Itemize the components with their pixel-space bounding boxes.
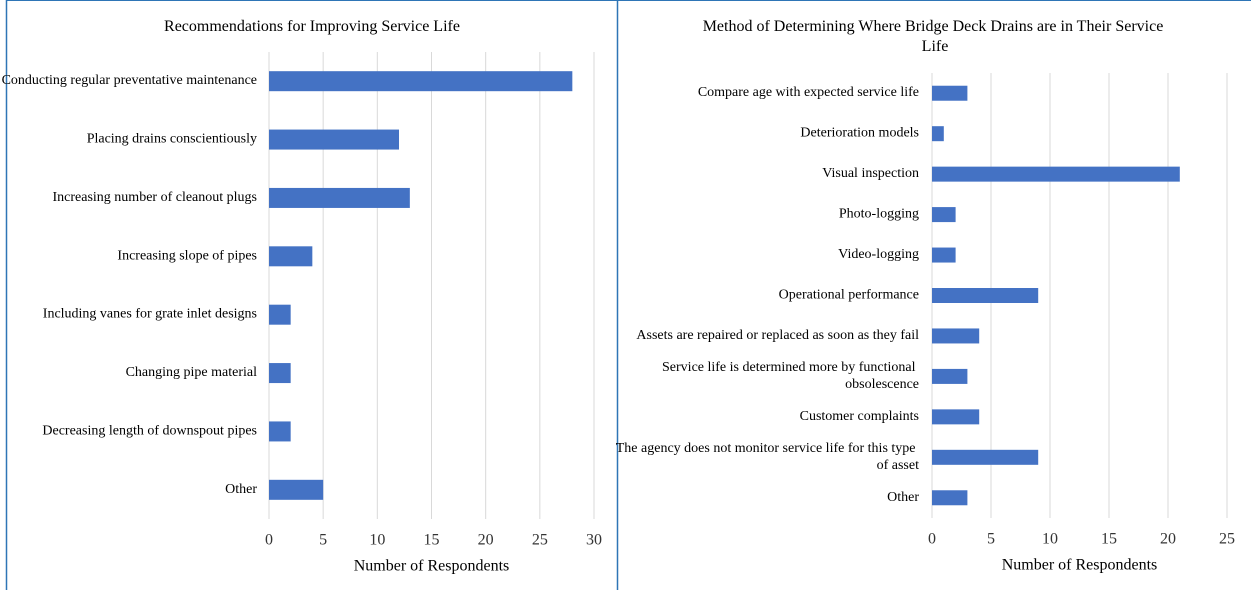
y-tick-label: Increasing slope of pipes <box>117 249 257 264</box>
x-tick-label: 30 <box>586 532 602 549</box>
x-tick-label: 15 <box>1101 531 1117 548</box>
bar <box>269 187 410 208</box>
x-tick-label: 20 <box>478 532 494 549</box>
chart-title: Method of Determining Where Bridge Deck … <box>703 18 1168 55</box>
bar <box>932 207 956 223</box>
bar <box>932 126 944 142</box>
x-tick-label: 25 <box>1219 531 1235 548</box>
y-tick-label: Decreasing length of downspout pipes <box>42 424 257 439</box>
bar <box>932 449 1039 465</box>
x-tick-label: 5 <box>319 532 327 549</box>
bar <box>269 304 291 325</box>
bar <box>932 409 980 425</box>
x-axis-title: Number of Respondents <box>354 558 510 575</box>
bar <box>932 490 968 506</box>
y-tick-label: Visual inspection <box>822 166 919 181</box>
y-tick-label: Increasing number of cleanout plugs <box>53 190 258 205</box>
bar <box>269 363 291 384</box>
bar <box>932 247 956 263</box>
bar <box>269 246 313 267</box>
bar <box>932 85 968 101</box>
y-tick-label: Operational performance <box>779 288 919 303</box>
bar <box>932 166 1180 182</box>
x-tick-label: 0 <box>265 532 273 549</box>
bar <box>269 421 291 442</box>
bar <box>269 71 573 92</box>
y-tick-label: Service life is determined more by funct… <box>662 360 919 392</box>
x-axis-title: Number of Respondents <box>1002 557 1158 574</box>
y-tick-label: Including vanes for grate inlet designs <box>43 307 257 322</box>
y-tick-label: Other <box>225 482 257 497</box>
bar <box>932 288 1039 303</box>
bar <box>932 368 968 384</box>
chart-title: Recommendations for Improving Service Li… <box>164 18 460 35</box>
y-tick-label: Video-logging <box>838 247 919 262</box>
x-tick-label: 20 <box>1160 531 1176 548</box>
y-tick-label: Other <box>887 490 919 505</box>
bar <box>932 328 980 344</box>
bar <box>269 129 399 150</box>
x-tick-label: 5 <box>987 531 995 548</box>
x-tick-label: 0 <box>928 531 936 548</box>
x-tick-label: 10 <box>1042 531 1058 548</box>
y-tick-label: Conducting regular preventative maintena… <box>2 73 257 88</box>
y-tick-label: Compare age with expected service life <box>698 85 919 100</box>
y-tick-label: Assets are repaired or replaced as soon … <box>636 328 919 343</box>
bar <box>269 479 324 500</box>
y-tick-label: The agency does not monitor service life… <box>616 441 919 473</box>
y-tick-label: Photo-logging <box>839 207 919 222</box>
y-tick-label: Placing drains conscientiously <box>87 132 257 147</box>
x-tick-label: 15 <box>424 532 440 549</box>
y-tick-label: Customer complaints <box>800 409 919 424</box>
y-tick-label: Changing pipe material <box>126 365 258 380</box>
x-tick-label: 10 <box>369 532 385 549</box>
x-tick-label: 25 <box>532 532 548 549</box>
y-tick-label: Deterioration models <box>800 126 919 141</box>
